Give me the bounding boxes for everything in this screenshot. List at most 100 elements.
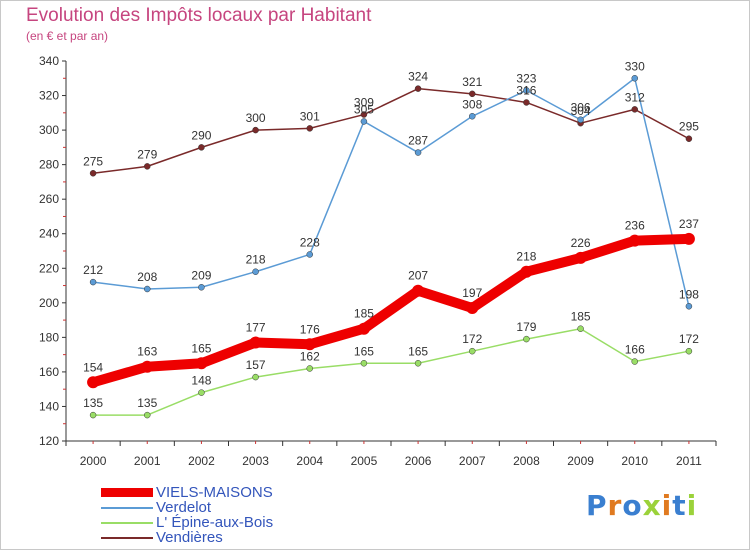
data-point <box>360 118 368 125</box>
data-label: 179 <box>516 320 536 334</box>
data-point <box>414 149 422 156</box>
series-line-0 <box>88 233 694 388</box>
x-tick-label: 2000 <box>80 454 107 468</box>
data-point <box>252 126 259 134</box>
logo-letter: P <box>586 489 608 522</box>
x-tick-label: 2003 <box>242 454 269 468</box>
legend-label: Vendières <box>156 529 223 546</box>
data-point <box>469 90 476 98</box>
data-point <box>306 365 313 372</box>
data-point <box>89 278 97 286</box>
data-point <box>682 232 695 245</box>
data-point <box>685 303 693 310</box>
y-tick-label: 340 <box>39 54 59 68</box>
series-line-2 <box>92 327 690 416</box>
data-label: 312 <box>625 90 645 104</box>
data-label: 290 <box>191 128 211 142</box>
data-label: 321 <box>462 75 482 89</box>
data-point <box>195 357 208 370</box>
data-label: 163 <box>137 345 157 359</box>
legend-swatch <box>101 522 153 524</box>
legend-label: VIELS-MAISONS <box>156 484 273 501</box>
data-point <box>87 376 100 389</box>
data-point <box>631 106 638 113</box>
data-label: 177 <box>246 321 266 335</box>
y-tick-label: 280 <box>39 158 59 172</box>
data-point <box>577 325 584 332</box>
data-point <box>306 125 313 132</box>
data-point <box>360 111 368 118</box>
series-line-3 <box>92 87 690 175</box>
data-label: 304 <box>571 104 591 118</box>
data-label: 218 <box>246 253 266 267</box>
data-label: 309 <box>354 96 374 110</box>
data-label: 324 <box>408 70 428 84</box>
y-tick-label: 320 <box>39 89 59 103</box>
x-tick-label: 2011 <box>676 454 702 468</box>
data-point <box>523 335 530 343</box>
x-tick-label: 2006 <box>405 454 432 468</box>
y-tick-label: 300 <box>39 123 59 137</box>
data-label: 212 <box>83 263 103 277</box>
data-point <box>577 116 584 123</box>
data-point <box>685 347 693 355</box>
data-label: 162 <box>300 349 320 363</box>
data-point <box>357 322 370 335</box>
logo-letter: o <box>622 489 643 522</box>
data-label: 176 <box>300 322 320 336</box>
data-label: 237 <box>679 217 699 231</box>
y-tick-label: 160 <box>39 365 59 379</box>
data-point <box>306 251 313 258</box>
y-tick-label: 140 <box>39 399 59 413</box>
data-label: 279 <box>137 147 157 161</box>
legend-swatch <box>101 488 153 497</box>
data-label: 218 <box>516 250 536 264</box>
legend-swatch <box>101 507 153 509</box>
data-point <box>523 87 530 94</box>
chart-axes: 120 140 160 180 200 220 240 260 280 300 320 340 2000… <box>39 54 717 468</box>
data-label: 228 <box>300 235 320 249</box>
data-point <box>685 135 693 142</box>
data-label: 185 <box>354 307 374 321</box>
legend-label: L' Épine-aux-Bois <box>156 514 274 531</box>
data-label: 207 <box>408 269 428 283</box>
data-point <box>469 347 476 355</box>
data-point <box>89 170 97 177</box>
data-label: 135 <box>137 396 157 410</box>
data-label: 295 <box>679 120 699 134</box>
data-point <box>469 113 476 120</box>
data-label: 198 <box>679 287 699 301</box>
data-label: 308 <box>462 97 482 111</box>
chart-subtitle: (en € et par an) <box>26 29 109 43</box>
data-label: 306 <box>571 101 591 115</box>
y-tick-label: 180 <box>39 330 59 344</box>
data-label: 197 <box>462 286 482 300</box>
data-point <box>466 302 479 314</box>
data-point <box>249 336 262 349</box>
data-point <box>141 360 154 373</box>
x-tick-label: 2007 <box>459 454 486 468</box>
logo-letter: i <box>661 489 673 522</box>
data-point <box>628 234 641 247</box>
proxiti-logo: Proxiti <box>586 489 697 522</box>
data-label: 301 <box>300 109 320 123</box>
x-tick-label: 2010 <box>621 454 648 468</box>
data-point <box>303 338 316 351</box>
logo-letter: r <box>607 489 623 522</box>
data-point <box>252 268 259 275</box>
data-label: 148 <box>191 374 211 388</box>
data-label: 154 <box>83 360 103 374</box>
data-label: 166 <box>625 343 645 357</box>
y-tick-label: 240 <box>39 227 59 241</box>
y-tick-label: 260 <box>39 192 59 206</box>
data-label: 323 <box>516 71 536 85</box>
data-label: 330 <box>625 59 645 73</box>
data-label: 226 <box>571 236 591 250</box>
series-line-1 <box>92 77 690 308</box>
series-lines <box>87 75 695 419</box>
logo-letter: x <box>642 489 662 522</box>
data-label: 165 <box>408 344 428 358</box>
data-label: 305 <box>354 102 374 116</box>
logo-letter: i <box>686 489 698 522</box>
